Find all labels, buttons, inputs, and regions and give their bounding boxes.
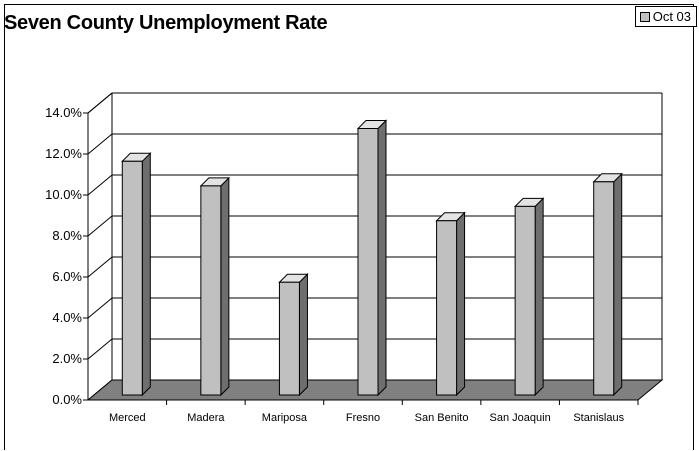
bar-front <box>436 220 458 396</box>
bar-side <box>456 211 466 397</box>
bar-side <box>298 273 308 397</box>
bar <box>356 119 388 397</box>
bar <box>121 152 152 397</box>
legend-entry: Oct 03 <box>652 9 691 24</box>
bar-side <box>613 172 623 397</box>
bar-front <box>357 128 379 396</box>
x-tick-label: Mariposa <box>262 412 308 424</box>
bar <box>513 197 545 397</box>
y-tick-label: 0.0% <box>52 392 82 407</box>
bar <box>199 176 231 397</box>
bar-front <box>121 160 143 396</box>
gridline-side <box>87 215 113 237</box>
bar-front <box>200 185 222 396</box>
y-tick-label: 14.0% <box>45 105 82 120</box>
legend: Oct 03 <box>634 6 697 27</box>
bar <box>278 273 309 397</box>
x-tick-label: San Benito <box>415 412 469 424</box>
bar-side <box>377 119 387 397</box>
bar-front <box>278 281 300 396</box>
x-tick-label: Madera <box>187 412 225 424</box>
x-tick-label: Stanislaus <box>573 412 624 424</box>
side-wall-top-edge <box>87 92 113 114</box>
bar-side <box>220 176 230 397</box>
bar-front <box>593 181 615 396</box>
gridline-side <box>87 174 113 196</box>
bar <box>592 172 623 397</box>
gridline-side <box>87 256 113 278</box>
x-tick-label: San Joaquin <box>490 412 551 424</box>
bar-side <box>534 197 544 397</box>
y-tick-label: 2.0% <box>52 351 82 366</box>
x-tick-label: Fresno <box>346 412 380 424</box>
legend-swatch <box>639 11 650 22</box>
y-tick-label: 10.0% <box>45 187 82 202</box>
bar-front <box>514 205 536 396</box>
y-tick-label: 6.0% <box>52 269 82 284</box>
gridline-side <box>87 338 113 360</box>
gridline-side <box>87 297 113 319</box>
bar <box>435 211 466 397</box>
bar-side <box>141 152 151 397</box>
x-tick-label: Merced <box>109 412 146 424</box>
y-tick-label: 8.0% <box>52 228 82 243</box>
chart-title: Seven County Unemployment Rate <box>4 12 328 34</box>
chart-frame <box>4 4 694 450</box>
y-tick-label: 12.0% <box>45 146 82 161</box>
gridline-side <box>87 133 113 155</box>
y-tick-label: 4.0% <box>52 310 82 325</box>
